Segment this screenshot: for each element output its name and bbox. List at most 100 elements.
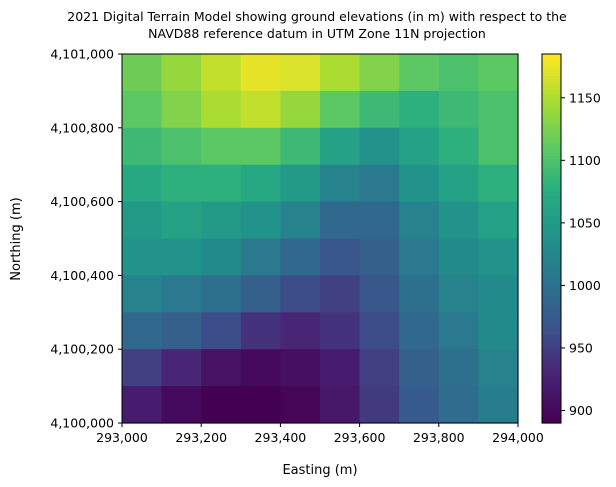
colorbar-band xyxy=(542,343,561,347)
heatmap-cell xyxy=(478,127,519,166)
colorbar-band xyxy=(542,66,561,70)
heatmap-cell xyxy=(438,275,479,313)
heatmap-cell xyxy=(280,275,321,313)
colorbar-band xyxy=(542,195,561,200)
colorbar-band xyxy=(542,364,561,369)
heatmap-cell xyxy=(478,275,519,313)
colorbar-band xyxy=(542,81,561,86)
colorbar-band xyxy=(542,284,561,289)
colorbar-band xyxy=(542,213,561,218)
x-tick-label: 293,400 xyxy=(255,430,307,445)
colorbar-band xyxy=(542,379,561,384)
colorbar-band xyxy=(542,137,561,141)
heatmap-cell xyxy=(478,164,519,203)
x-tick-label: 293,800 xyxy=(413,430,465,445)
heatmap-cell xyxy=(240,349,281,387)
colorbar: 900 950 1000 1050 1100 1150 xyxy=(541,53,601,424)
colorbar-band xyxy=(542,376,561,381)
colorbar-band xyxy=(542,398,561,403)
heatmap-cell xyxy=(320,90,361,129)
colorbar-band xyxy=(542,373,561,378)
chart-title-line2: NAVD88 reference datum in UTM Zone 11N p… xyxy=(148,26,486,41)
colorbar-band xyxy=(542,220,561,224)
colorbar-band xyxy=(542,133,561,138)
heatmap-cell xyxy=(399,90,440,129)
heatmap-cell xyxy=(438,201,479,240)
colorbar-band xyxy=(542,401,561,406)
colorbar-band xyxy=(542,269,561,273)
colorbar-band xyxy=(542,210,561,215)
heatmap-cell xyxy=(122,349,163,387)
heatmap-cell xyxy=(240,54,281,92)
plot-frame xyxy=(121,53,519,424)
colorbar-band xyxy=(542,339,561,344)
heatmap-cell xyxy=(122,275,163,313)
heatmap-cell xyxy=(359,164,400,203)
colorbar-band xyxy=(542,312,561,316)
colorbar-band xyxy=(542,121,561,126)
heatmap-cell xyxy=(359,275,400,313)
heatmap-cell xyxy=(122,238,163,276)
heatmap-cell xyxy=(201,386,242,424)
colorbar-band xyxy=(542,192,561,197)
heatmap-cell xyxy=(438,54,479,92)
heatmap-cell xyxy=(161,90,202,129)
y-axis: 4,100,000 4,100,200 4,100,400 4,100,600 4,10… xyxy=(50,47,122,431)
heatmap-cell xyxy=(201,201,242,240)
colorbar-band xyxy=(542,226,561,230)
heatmap-cell xyxy=(478,54,519,92)
colorbar-band xyxy=(542,167,561,172)
heatmap-cell xyxy=(122,312,163,350)
heatmap-cell xyxy=(201,127,242,166)
colorbar-band xyxy=(542,106,561,110)
heatmap-cell xyxy=(161,312,202,350)
colorbar-band xyxy=(542,164,561,169)
colorbar-tick-label: 1000 xyxy=(569,278,601,293)
heatmap-cell xyxy=(122,127,163,166)
heatmap-cell xyxy=(161,275,202,313)
heatmap-cell xyxy=(122,164,163,203)
colorbar-band xyxy=(542,419,561,424)
colorbar-band xyxy=(542,173,561,178)
heatmap-cell xyxy=(320,54,361,92)
colorbar-band xyxy=(542,180,561,184)
x-axis-label: Easting (m) xyxy=(282,463,357,478)
heatmap-cell xyxy=(399,127,440,166)
colorbar-tick-label: 1150 xyxy=(569,90,601,105)
chart-title-line1: 2021 Digital Terrain Model showing groun… xyxy=(67,9,567,24)
colorbar-band xyxy=(542,256,561,261)
heatmap-cell xyxy=(320,238,361,276)
colorbar-band xyxy=(542,54,561,58)
colorbar-band xyxy=(542,152,561,157)
colorbar-band xyxy=(542,386,561,390)
heatmap-cell xyxy=(320,275,361,313)
colorbar-band xyxy=(542,244,561,249)
colorbar-band xyxy=(542,336,561,341)
colorbar-band xyxy=(542,177,561,181)
colorbar-band xyxy=(542,306,561,310)
colorbar-band xyxy=(542,253,561,258)
colorbar-band xyxy=(542,57,561,61)
colorbar-band xyxy=(542,389,561,393)
colorbar-band xyxy=(542,404,561,409)
colorbar-band xyxy=(542,78,561,83)
colorbar-band xyxy=(542,281,561,286)
heatmap-cell xyxy=(280,90,321,129)
colorbar-band xyxy=(542,69,561,74)
colorbar-band xyxy=(542,250,561,255)
x-tick-label: 293,600 xyxy=(334,430,386,445)
x-tick-label: 294,000 xyxy=(492,430,544,445)
heatmap-cell xyxy=(399,275,440,313)
colorbar-band xyxy=(542,330,561,335)
colorbar-tick-label: 1100 xyxy=(569,153,601,168)
colorbar-band xyxy=(542,260,561,264)
heatmap-cell xyxy=(280,164,321,203)
colorbar-band xyxy=(542,140,561,144)
colorbar-band xyxy=(542,130,561,135)
colorbar-band xyxy=(542,103,561,107)
colorbar-band xyxy=(542,272,561,276)
heatmap-cell xyxy=(320,312,361,350)
heatmap-cell xyxy=(161,238,202,276)
colorbar-band xyxy=(542,146,561,150)
heatmap-cell xyxy=(201,90,242,129)
